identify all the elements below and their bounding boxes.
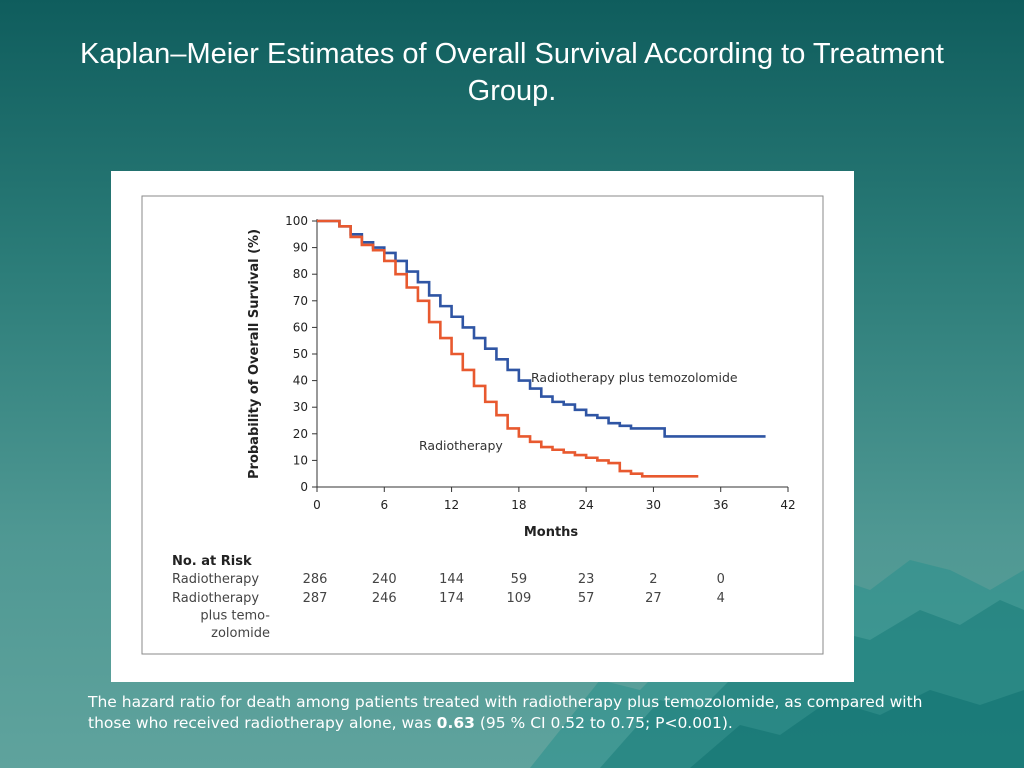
caption-hazard-ratio: 0.63: [436, 714, 475, 732]
risk-value: 246: [372, 591, 397, 606]
risk-value: 287: [303, 591, 328, 606]
risk-row-label: Radiotherapy: [172, 591, 259, 606]
x-tick-label: 24: [579, 498, 594, 512]
risk-row-label: zolomide: [211, 626, 270, 641]
risk-value: 0: [717, 572, 725, 587]
risk-row-label: Radiotherapy: [172, 572, 259, 587]
annotation-radiotherapy-plus-temozolomide: Radiotherapy plus temozolomide: [531, 370, 738, 385]
risk-value: 174: [439, 591, 464, 606]
caption-text-before: The hazard ratio for death among patient…: [88, 693, 923, 732]
y-tick-label: 100: [285, 214, 308, 228]
survival-curve-radiotherapy: [317, 219, 699, 478]
x-tick-label: 12: [444, 498, 459, 512]
y-tick-label: 20: [293, 427, 308, 441]
risk-value: 240: [372, 572, 397, 587]
risk-value: 27: [645, 591, 662, 606]
x-tick-label: 30: [646, 498, 661, 512]
x-tick-label: 0: [313, 498, 321, 512]
x-tick-label: 36: [713, 498, 728, 512]
slide-title: Kaplan–Meier Estimates of Overall Surviv…: [80, 38, 944, 107]
x-tick-label: 6: [380, 498, 388, 512]
y-tick-label: 90: [293, 241, 308, 255]
risk-value: 286: [303, 572, 328, 587]
figure-frame: [141, 195, 824, 655]
risk-value: 2: [649, 572, 657, 587]
risk-value: 57: [578, 591, 595, 606]
y-axis-label: Probability of Overall Survival (%): [247, 229, 262, 479]
risk-value: 23: [578, 572, 595, 587]
x-axis-label: Months: [524, 525, 579, 540]
risk-value: 4: [717, 591, 725, 606]
y-tick-label: 30: [293, 400, 308, 414]
risk-value: 109: [506, 591, 531, 606]
annotation-radiotherapy: Radiotherapy: [419, 438, 503, 453]
y-tick-label: 80: [293, 267, 308, 281]
x-tick-label: 42: [780, 498, 795, 512]
y-tick-label: 70: [293, 294, 308, 308]
y-tick-label: 60: [293, 320, 308, 334]
risk-value: 59: [511, 572, 528, 587]
survival-curve-radiotherapy-plus-temozolomide: [317, 219, 766, 438]
risk-value: 144: [439, 572, 464, 587]
caption: The hazard ratio for death among patient…: [88, 692, 968, 734]
risk-row-label: plus temo-: [200, 609, 270, 624]
risk-table-title: No. at Risk: [172, 554, 252, 569]
caption-text-after: (95 % CI 0.52 to 0.75; P<0.001).: [474, 714, 733, 732]
y-tick-label: 10: [293, 453, 308, 467]
y-tick-label: 50: [293, 347, 308, 361]
figure-panel: 0 10 20 30 40 50 60 70 80 90 100 0 6 12 18 24 30 36 42 Rad…: [111, 171, 854, 682]
x-tick-label: 18: [511, 498, 526, 512]
y-tick-label: 40: [293, 374, 308, 388]
y-tick-label: 0: [300, 480, 308, 494]
